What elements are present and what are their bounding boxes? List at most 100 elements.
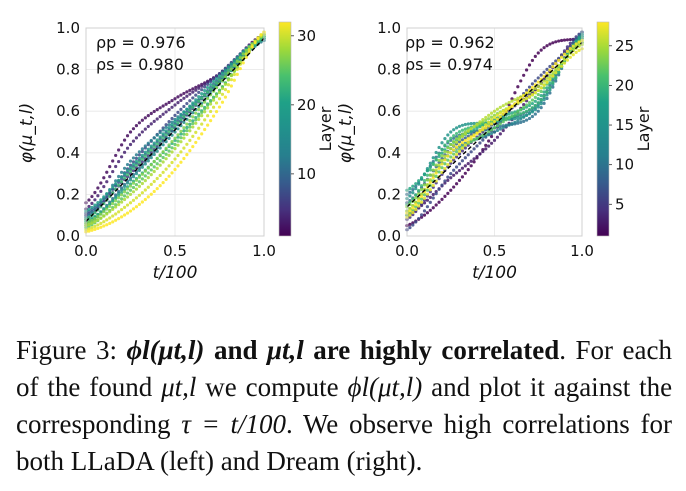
series-point: [484, 123, 488, 127]
series-point: [539, 89, 543, 94]
series-point: [137, 121, 141, 125]
series-point: [146, 171, 150, 175]
series-point: [185, 111, 189, 116]
series-point: [481, 120, 485, 124]
series-point: [460, 166, 465, 170]
series-point: [472, 157, 476, 161]
series-point: [185, 90, 189, 94]
series-point: [571, 44, 575, 48]
series-point: [173, 103, 177, 107]
correlation-annotation: ρs = 0.974: [405, 55, 493, 74]
series-point: [484, 147, 488, 151]
series-point: [143, 150, 147, 154]
series-point: [170, 127, 174, 131]
series-point: [460, 128, 465, 132]
caption-bold-part: ϕl(μt,l) and μt,l are highly correlated: [127, 335, 560, 365]
series-point: [176, 116, 180, 121]
series-point: [554, 59, 558, 63]
series-point: [122, 190, 127, 194]
series-point: [446, 175, 450, 179]
series-point: [443, 194, 447, 198]
series-point: [492, 109, 497, 113]
series-point: [417, 182, 421, 186]
series-point: [125, 134, 130, 138]
series-point: [146, 159, 150, 163]
series-point: [134, 196, 139, 200]
series-point: [408, 209, 412, 213]
series-point: [539, 98, 543, 102]
figure-caption: Figure 3: ϕl(μt,l) and μt,l are highly c…: [16, 332, 672, 480]
series-point: [188, 122, 192, 126]
series-point: [164, 133, 168, 137]
series-point: [149, 173, 153, 177]
series-point: [120, 188, 124, 192]
series-point: [425, 192, 430, 196]
series-point: [197, 90, 201, 95]
series-point: [554, 67, 558, 71]
series-point: [87, 198, 91, 202]
series-point: [417, 201, 421, 205]
series-point: [551, 65, 555, 69]
y-tick-label: 0.6: [56, 102, 80, 120]
series-point: [143, 179, 147, 183]
series-point: [188, 92, 192, 96]
series-point: [143, 154, 147, 158]
series-point: [146, 151, 150, 155]
figure-charts: 0.0 0.2 0.4 0.6 0.8 1.0 0.0 0.5 1.0 t/100 φ(μ_t,l)…: [17, 19, 653, 283]
series-point: [498, 124, 502, 128]
series-point: [495, 107, 500, 111]
series-point: [164, 123, 168, 127]
series-point: [536, 76, 540, 80]
series-point: [220, 100, 225, 104]
series-point: [536, 109, 540, 113]
series-point: [565, 38, 570, 42]
series-point: [513, 98, 517, 102]
series-point: [422, 209, 427, 213]
series-point: [489, 118, 494, 122]
series-point: [93, 207, 97, 212]
caption-mu-expr-2: μt,l: [161, 372, 197, 402]
series-point: [164, 152, 168, 156]
series-point: [229, 84, 233, 88]
series-point: [93, 198, 97, 202]
series-point: [440, 166, 444, 170]
series-point: [209, 119, 213, 123]
series-point: [140, 149, 144, 154]
series-point: [449, 130, 453, 134]
series-point: [131, 198, 136, 202]
series-point: [223, 95, 228, 99]
series-point: [510, 122, 514, 126]
series-point: [434, 174, 438, 178]
series-point: [117, 183, 121, 187]
series-point: [182, 114, 186, 119]
series-point: [565, 58, 570, 62]
series-point: [117, 202, 121, 207]
series-point: [161, 136, 165, 140]
series-point: [194, 130, 198, 134]
series-point: [487, 113, 491, 117]
colorbar-tick-label: 5: [615, 195, 625, 213]
series-point: [211, 105, 216, 109]
series-point: [454, 140, 459, 144]
series-point: [489, 115, 494, 119]
series-point: [431, 162, 435, 167]
series-point: [179, 113, 183, 118]
series-point: [507, 100, 511, 105]
series-point: [122, 213, 127, 217]
caption-text-2: we compute: [205, 372, 339, 402]
series-point: [431, 173, 435, 177]
series-point: [200, 110, 204, 115]
series-point: [475, 122, 479, 126]
series-point: [516, 96, 520, 100]
series-point: [232, 72, 236, 77]
series-point: [105, 212, 109, 216]
series-point: [131, 166, 136, 171]
series-point: [188, 118, 192, 123]
series-point: [411, 187, 415, 192]
series-point: [454, 165, 459, 169]
series-point: [446, 178, 450, 182]
series-point: [146, 141, 150, 145]
series-point: [134, 183, 139, 187]
series-point: [167, 100, 171, 105]
series-point: [117, 210, 121, 214]
